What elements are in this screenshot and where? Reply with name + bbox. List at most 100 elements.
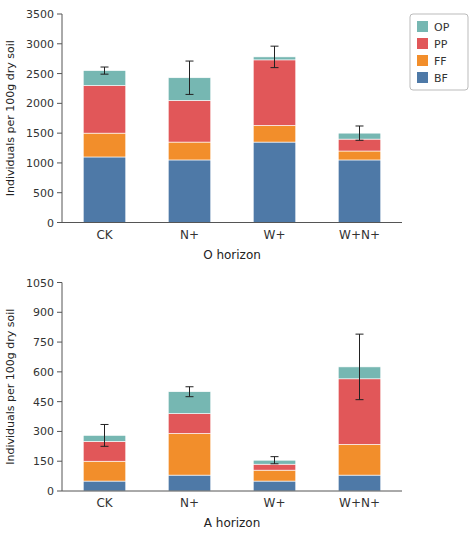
y-tick-label: 0 [47,485,54,498]
x-axis-line [62,222,402,223]
error-cap [356,334,364,335]
bar-segment [338,139,381,151]
y-tick-label: 2500 [26,68,54,81]
bar-segment [338,444,381,475]
y-tick [57,491,62,492]
bar-segment [253,142,296,222]
error-cap [186,61,194,62]
y-tick [57,401,62,402]
y-axis-label: Individuals per 100g dry soil [4,40,17,196]
y-tick-label: 900 [33,306,54,319]
y-tick [57,192,62,193]
panel: 0500100015002000250030003500CKN+W+W+N+O … [4,8,468,262]
y-tick-label: 450 [33,396,54,409]
error-stem [189,387,190,397]
bar-segment [83,85,126,133]
x-tick-label: W+ [264,496,286,510]
error-cap [186,386,194,387]
bar-segment [83,481,126,491]
y-tick-label: 150 [33,455,54,468]
bar-segment [83,461,126,481]
legend-label: OP [434,21,450,34]
y-tick [57,103,62,104]
error-cap [356,125,364,126]
y-tick [57,222,62,223]
y-tick [57,461,62,462]
y-tick [57,14,62,15]
error-cap [356,399,364,400]
chart-root: 0500100015002000250030003500CKN+W+W+N+O … [0,0,474,537]
legend-label: BF [434,72,448,85]
error-cap [101,446,109,447]
error-stem [359,334,360,400]
x-axis-line [62,491,402,492]
legend-swatch [417,72,428,83]
error-cap [186,396,194,397]
y-tick [57,162,62,163]
y-tick-label: 1500 [26,127,54,140]
y-tick-label: 300 [33,425,54,438]
bar-segment [83,157,126,223]
x-axis-label: O horizon [203,248,261,262]
x-tick-label: N+ [180,228,199,242]
bar-segment [338,160,381,223]
y-tick-label: 3500 [26,8,54,21]
bar-segment [338,151,381,160]
error-bar [101,67,109,74]
y-tick-label: 1000 [26,157,54,170]
y-tick-label: 2000 [26,97,54,110]
error-cap [271,463,279,464]
y-axis-line [62,14,63,223]
error-bar [271,457,279,464]
bar-segment [168,100,211,142]
error-bar [186,61,194,94]
bar-segment [168,475,211,491]
error-cap [101,67,109,68]
bar-segment [83,133,126,157]
error-bar [356,126,364,140]
panel: 01503004506007509001050CKN+W+W+N+A horiz… [4,277,402,531]
bar-segment [168,160,211,223]
y-axis-line [62,283,63,492]
legend: OP PP FF BF [410,14,468,90]
legend-label: FF [434,55,447,68]
error-cap [186,94,194,95]
y-tick [57,133,62,134]
x-axis-label: A horizon [204,516,260,530]
legend-box [410,14,468,90]
bar-segment [253,60,296,126]
y-tick [57,43,62,44]
bars [83,334,381,491]
error-cap [101,74,109,75]
bar-segment [253,470,296,481]
error-cap [101,424,109,425]
error-cap [271,456,279,457]
error-stem [274,457,275,464]
bar-segment [253,125,296,142]
y-tick [57,312,62,313]
y-tick-label: 600 [33,366,54,379]
legend-swatch [417,38,428,49]
y-axis-label: Individuals per 100g dry soil [4,309,17,465]
y-tick-label: 500 [33,187,54,200]
y-tick [57,371,62,372]
y-tick-label: 1050 [26,277,54,290]
x-tick-label: W+N+ [339,228,380,242]
y-tick [57,282,62,283]
bar-segment [168,414,211,434]
bar-segment [253,464,296,470]
error-cap [271,46,279,47]
x-tick-label: CK [96,496,113,510]
x-tick-label: W+N+ [339,496,380,510]
error-stem [359,126,360,140]
legend-label: PP [434,38,448,51]
bar-segment [253,481,296,491]
error-stem [189,61,190,94]
y-tick-label: 750 [33,336,54,349]
error-bar [271,46,279,67]
error-stem [104,67,105,74]
error-bar [356,334,364,400]
x-tick-label: CK [96,228,113,242]
legend-swatch [417,55,428,66]
error-bar [186,387,194,397]
